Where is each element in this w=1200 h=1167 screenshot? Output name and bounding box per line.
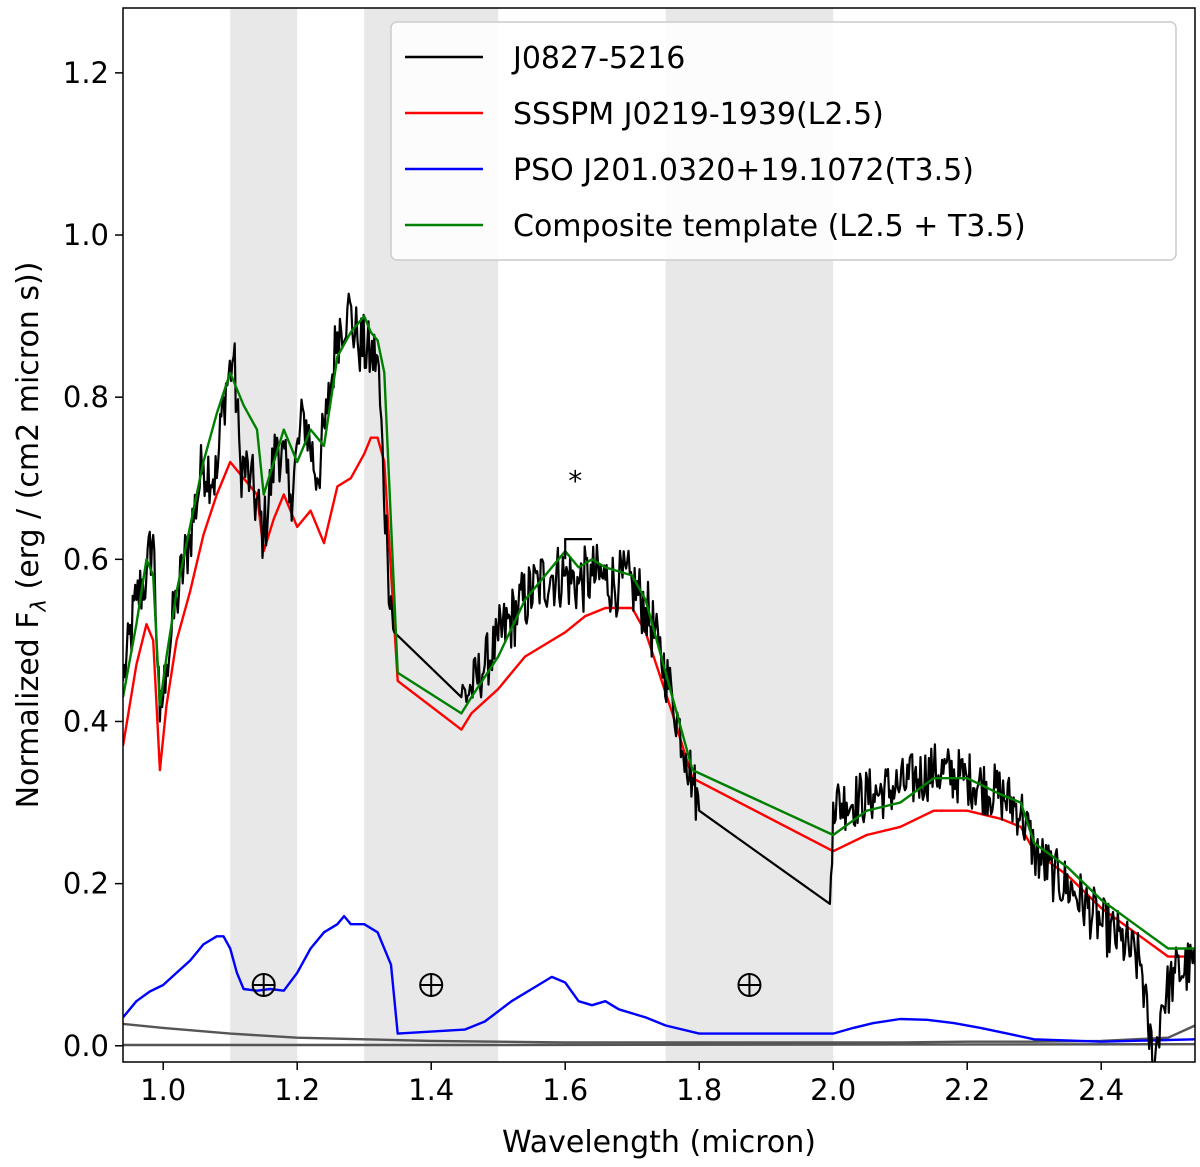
y-axis-title-main: Normalized F	[11, 611, 46, 808]
noise-line-5	[123, 1043, 1195, 1047]
annotation-layer: *	[251, 464, 762, 997]
legend: J0827-5216 SSSPM J0219-1939(L2.5) PSO J201…	[390, 21, 1177, 261]
y-tick-label: 0.0	[63, 1029, 109, 1063]
series-line-pso-j201-0320-19-1072-t3-5	[123, 914, 1195, 1043]
y-tick-label: 1.0	[63, 218, 109, 252]
series-layer	[123, 292, 1195, 1062]
x-tick-label: 2.2	[944, 1073, 990, 1107]
legend-label-j0827-5216: J0827-5216	[511, 41, 685, 76]
series-line-composite-template-l2-5-t3-5	[123, 314, 1195, 950]
x-tick-label: 1.4	[408, 1073, 454, 1107]
y-tick-label: 0.4	[63, 704, 109, 738]
legend-label-pso-j201-0320-19-1072-t3-5: PSO J201.0320+19.1072(T3.5)	[513, 153, 974, 188]
y-axis-title-subscript: λ	[27, 599, 51, 612]
x-tick-label: 1.6	[542, 1073, 588, 1107]
y-tick-label: 0.2	[63, 867, 109, 901]
y-axis-title: Normalized Fλ (erg / (cm2 micron s))	[11, 262, 51, 809]
y-tick-label: 1.2	[63, 56, 109, 90]
x-tick-label: 1.8	[676, 1073, 722, 1107]
y-tick-label: 0.6	[63, 542, 109, 576]
x-tick-label: 1.2	[274, 1073, 320, 1107]
feature-star-label: *	[568, 464, 582, 497]
tick-layer: 1.0 1.2 1.4 1.6 1.8 2.0 2.2 2.4 0.0 0.2 0.4 0.6 0.8 1…	[63, 56, 1124, 1107]
x-tick-label: 2.0	[810, 1073, 856, 1107]
plot-frame	[122, 7, 1196, 1063]
y-axis-title-units: (erg / (cm2 micron s))	[11, 262, 46, 599]
y-tick-label: 0.8	[63, 380, 109, 414]
legend-box	[390, 21, 1177, 261]
x-tick-label: 1.0	[140, 1073, 186, 1107]
series-line-ssspm-j0219-1939-l2-5	[123, 436, 1195, 958]
legend-label-composite-template-l2-5-t3-5: Composite template (L2.5 + T3.5)	[513, 209, 1026, 244]
x-axis-title: Wavelength (micron)	[502, 1125, 816, 1160]
feature-bracket	[564, 538, 592, 560]
legend-label-ssspm-j0219-1939-l2-5: SSSPM J0219-1939(L2.5)	[513, 97, 884, 132]
x-tick-label: 2.4	[1078, 1073, 1124, 1107]
